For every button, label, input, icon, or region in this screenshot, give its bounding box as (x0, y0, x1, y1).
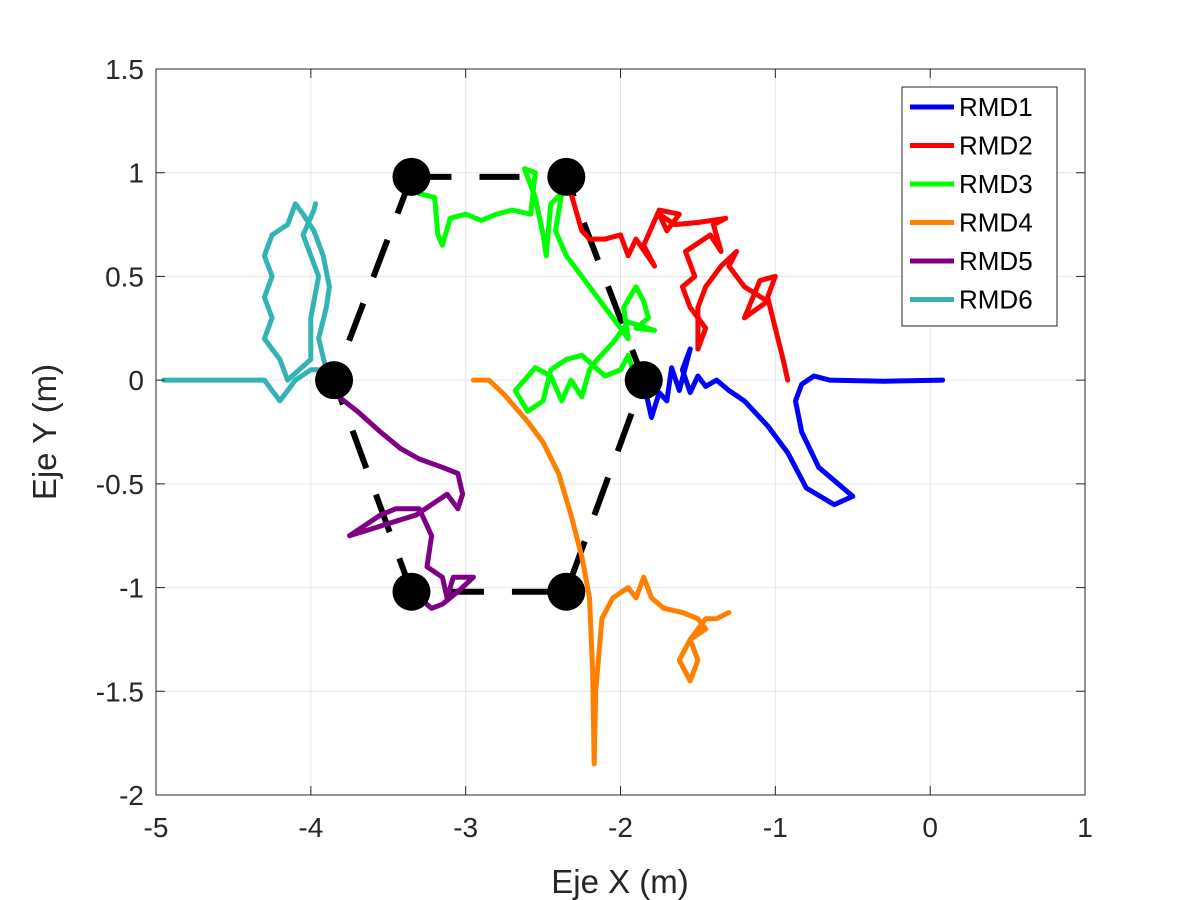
formation-node (624, 361, 663, 400)
y-tick-label: 1.5 (105, 54, 144, 85)
series-layer (161, 166, 946, 767)
formation-node (392, 157, 431, 196)
x-tick-label: -2 (608, 812, 633, 843)
y-tick-label: 0 (128, 365, 144, 396)
formation-node (315, 361, 354, 400)
trajectory-rmd1 (641, 346, 946, 508)
legend-label: RMD6 (959, 285, 1033, 315)
x-axis-label: Eje X (m) (551, 863, 689, 900)
trajectory-rmd5 (326, 381, 476, 611)
x-tick-label: -3 (453, 812, 478, 843)
y-tick-label: -2 (119, 780, 144, 811)
legend: RMD1 RMD2 RMD3 RMD4 RMD5 RMD6 (901, 86, 1058, 327)
trajectory-rmd3 (416, 166, 658, 414)
x-tick-label: -4 (298, 812, 323, 843)
x-tick-label: -5 (144, 812, 169, 843)
legend-box (901, 86, 1058, 327)
legend-label: RMD3 (959, 169, 1033, 199)
trajectory-rmd6 (161, 201, 332, 404)
formation-node (392, 572, 431, 611)
legend-label: RMD1 (959, 92, 1033, 122)
x-axis-ticks: -5 -4 -3 -2 -1 0 1 (144, 69, 1093, 843)
x-tick-label: -1 (763, 812, 788, 843)
trajectory-rmd2 (563, 174, 791, 383)
formation-nodes (315, 157, 663, 611)
y-tick-label: 0.5 (105, 261, 144, 292)
trajectory-rmd4 (470, 377, 732, 767)
legend-label: RMD2 (959, 131, 1033, 161)
y-tick-label: -0.5 (96, 469, 144, 500)
legend-label: RMD5 (959, 246, 1033, 276)
y-tick-label: -1.5 (96, 676, 144, 707)
x-tick-label: 0 (922, 812, 938, 843)
y-tick-label: 1 (128, 158, 144, 189)
legend-label: RMD4 (959, 208, 1033, 238)
formation-node (547, 572, 586, 611)
y-tick-label: -1 (119, 573, 144, 604)
x-tick-label: 1 (1077, 812, 1093, 843)
y-axis-ticks: -2 -1.5 -1 -0.5 0 0.5 1 1.5 (96, 54, 1085, 811)
formation-node (547, 157, 586, 196)
y-axis-label: Eje Y (m) (26, 364, 63, 500)
